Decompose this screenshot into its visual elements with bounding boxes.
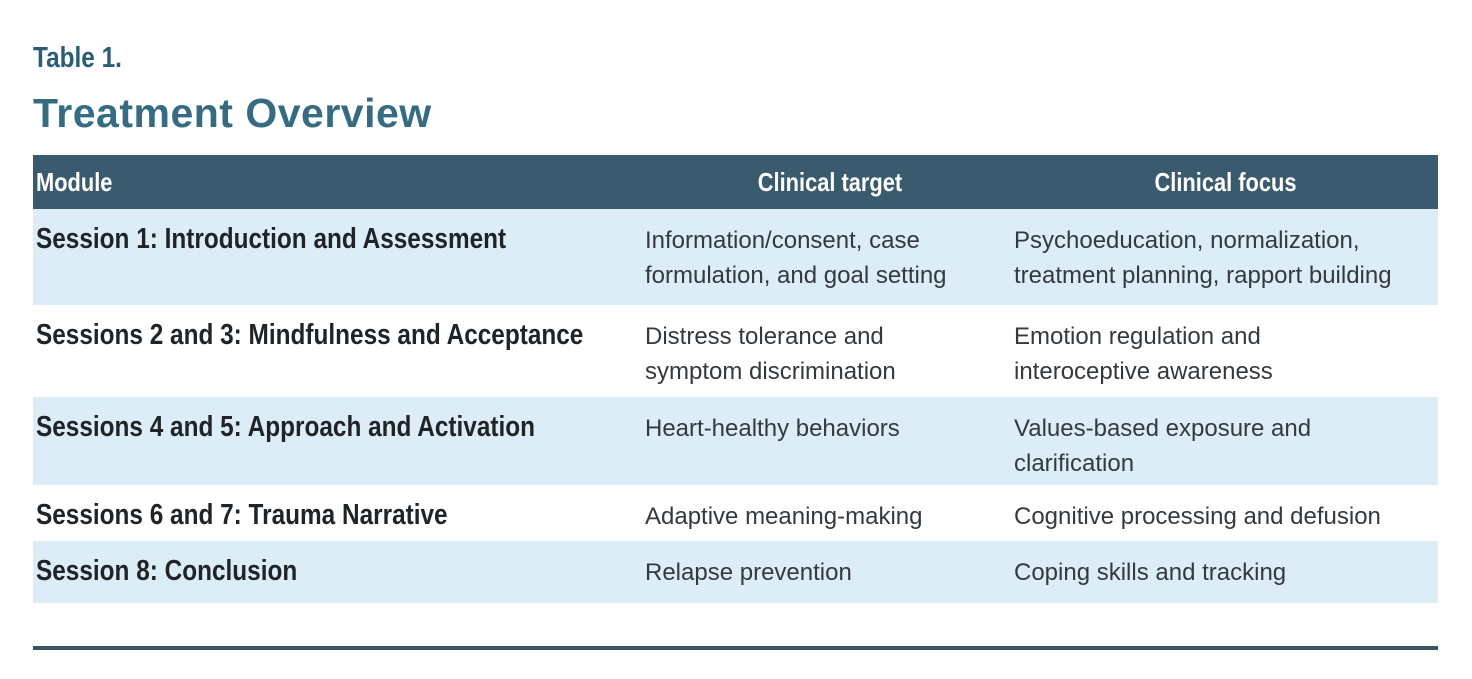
table-row: Session 1: Introduction and Assessment I… — [33, 209, 1438, 305]
page-title: Treatment Overview — [33, 90, 432, 136]
cell-module: Sessions 2 and 3: Mindfulness and Accept… — [33, 305, 645, 397]
cell-clinical-focus: Cognitive processing and defusion — [1014, 503, 1381, 530]
cell-clinical-target: Distress tolerance and symptom discrimin… — [645, 323, 896, 385]
cell-module-text: Session 1: Introduction and Assessment — [36, 223, 507, 255]
cell-clinical-target: Adaptive meaning-making — [645, 503, 923, 530]
cell-clinical-focus: Psychoeducation, normalization, treatmen… — [1014, 227, 1392, 289]
header-cell-clinical-focus-label: Clinical focus — [1154, 166, 1297, 197]
cell-clinical-focus: Coping skills and tracking — [1014, 559, 1287, 586]
table-row: Sessions 4 and 5: Approach and Activatio… — [33, 397, 1438, 485]
header-cell-module-label: Module — [36, 166, 113, 197]
bottom-divider — [33, 646, 1438, 650]
cell-clinical-target: Information/consent, case formulation, a… — [645, 227, 947, 289]
cell-module-text: Sessions 2 and 3: Mindfulness and Accept… — [36, 319, 584, 351]
header-cell-clinical-focus: Clinical focus — [1014, 167, 1438, 198]
header-cell-module: Module — [33, 167, 645, 198]
cell-module-text: Sessions 6 and 7: Trauma Narrative — [36, 499, 448, 531]
table-row: Sessions 6 and 7: Trauma Narrative Adapt… — [33, 485, 1438, 541]
cell-clinical-target: Relapse prevention — [645, 559, 852, 586]
cell-module: Sessions 4 and 5: Approach and Activatio… — [33, 397, 645, 485]
cell-module: Session 8: Conclusion — [33, 541, 645, 603]
table-header-row: Module Clinical target Clinical focus — [33, 155, 1438, 209]
header-cell-clinical-target-label: Clinical target — [757, 166, 902, 197]
table-label-text: Table 1. — [33, 42, 122, 74]
cell-clinical-focus: Emotion regulation and interoceptive awa… — [1014, 323, 1273, 385]
header-cell-clinical-target: Clinical target — [645, 167, 1014, 198]
cell-module: Session 1: Introduction and Assessment — [33, 209, 645, 305]
table-row: Session 8: Conclusion Relapse prevention… — [33, 541, 1438, 603]
cell-clinical-target: Heart-healthy behaviors — [645, 415, 900, 442]
treatment-overview-table: Module Clinical target Clinical focus Se… — [33, 155, 1438, 603]
cell-module-text: Session 8: Conclusion — [36, 555, 298, 587]
cell-clinical-focus: Values-based exposure and clarification — [1014, 415, 1312, 477]
table-label: Table 1. — [33, 42, 139, 75]
cell-module-text: Sessions 4 and 5: Approach and Activatio… — [36, 411, 536, 443]
cell-module: Sessions 6 and 7: Trauma Narrative — [33, 485, 645, 541]
table-row: Sessions 2 and 3: Mindfulness and Accept… — [33, 305, 1438, 397]
